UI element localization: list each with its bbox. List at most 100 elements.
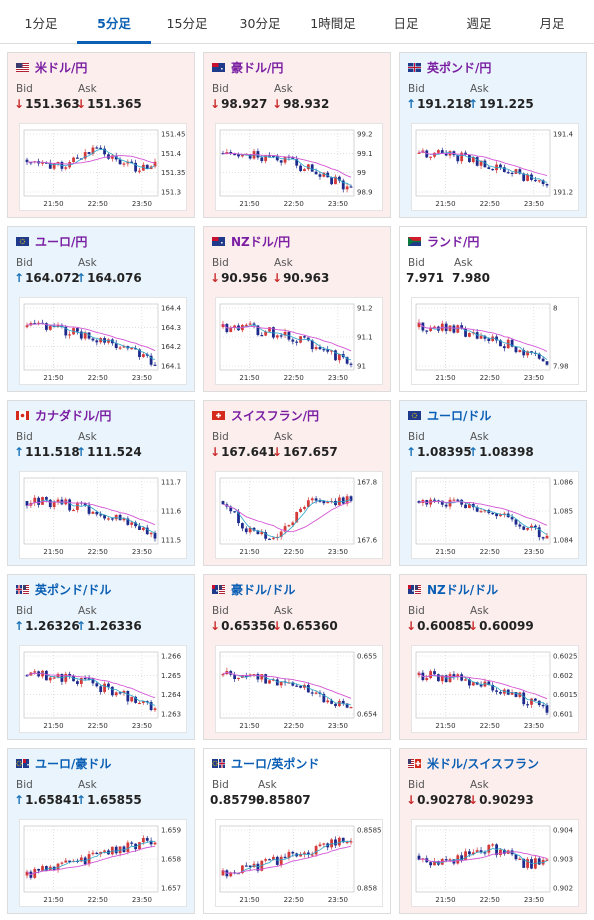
pair-name[interactable]: ランド/円 [427,234,480,249]
candle [130,161,134,163]
pair-header: ユーロ/円 [16,234,88,249]
pair-name[interactable]: 米ドル/スイスフラン [427,756,540,771]
tab-5[interactable]: 日足 [393,16,419,31]
candle [138,702,141,705]
pair-name[interactable]: 英ポンド/ドル [35,582,112,597]
x-tick-label: 22:50 [88,722,108,730]
pair-name[interactable]: 英ポンド/円 [427,60,492,75]
mini-candle-chart[interactable]: 1.086 1.085 1.084 21:50 22:50 23:50 [411,471,579,559]
tab-0[interactable]: 1分足 [24,16,58,31]
rate-card[interactable]: スイスフラン/円 Bid Ask ↓167.641 ↓167.657 167.8… [203,400,391,566]
candle [64,673,68,682]
candle [248,323,252,325]
rate-card[interactable]: 英ポンド/円 Bid Ask ↑191.218 ↑191.225 191.4 19… [399,52,587,218]
pair-name[interactable]: カナダドル/円 [35,408,112,423]
pair-name[interactable]: ユーロ/円 [35,234,88,249]
mini-candle-chart[interactable]: 1.659 1.658 1.657 21:50 22:50 23:50 [19,819,187,907]
rate-card[interactable]: ランド/円 Bid Ask 7.971 7.980 8 7.98 21:50 22:5… [399,226,587,392]
bid-label: Bid [408,431,425,443]
rate-card[interactable]: ユーロ/英ポンド Bid Ask 0.85799 0.85807 0.8585 0… [203,748,391,914]
y-tick-label: 151.4 [161,150,182,158]
y-tick-label: 111.5 [161,537,181,545]
candle [52,677,56,679]
candle [68,673,72,676]
candle [495,513,498,517]
candle [479,335,483,339]
mini-candle-chart[interactable]: 191.4 191.2 21:50 22:50 23:50 [411,123,579,211]
mini-candle-chart[interactable]: 91.2 91.1 91 21:50 22:50 23:50 [215,297,383,385]
mini-candle-chart[interactable]: 99.2 99.1 99 98.9 21:50 22:50 23:50 [215,123,383,211]
candle [83,332,87,339]
candle [279,335,283,337]
candle [349,841,353,843]
pair-name[interactable]: ユーロ/英ポンド [231,756,320,771]
candle [495,690,498,692]
candle [475,507,479,512]
rate-card[interactable]: ユーロ/ドル Bid Ask ↑1.08395 ↑1.08398 1.086 1.… [399,400,587,566]
rate-card[interactable]: 米ドル/円 Bid Ask ↓151.363 ↓151.365 151.45 15… [7,52,195,218]
pair-name[interactable]: ユーロ/ドル [427,408,492,423]
rate-card[interactable]: NZドル/円 Bid Ask ↓90.956 ↓90.963 91.2 91.1 9… [203,226,391,392]
pair-name[interactable]: 米ドル/円 [35,60,88,75]
rate-card[interactable]: 英ポンド/ドル Bid Ask ↑1.26326 ↑1.26336 1.266 1… [7,574,195,740]
candle [91,852,95,855]
candle [118,159,122,165]
x-tick-label: 22:50 [284,374,304,382]
long-ma-line [418,851,548,863]
rate-card[interactable]: 豪ドル/円 Bid Ask ↓98.927 ↓98.932 99.2 99.1 99… [203,52,391,218]
candle [514,169,518,174]
candle [291,157,295,160]
x-tick-label: 22:50 [88,200,108,208]
tab-7[interactable]: 月足 [539,16,565,31]
tab-2[interactable]: 15分足 [166,16,208,31]
candle [452,499,456,501]
candle [141,837,145,843]
candle [314,692,318,694]
mini-candle-chart[interactable]: 151.45 151.4 151.35 151.3 21:50 22:50 23:50 [19,123,187,211]
rate-card[interactable]: ユーロ/豪ドル Bid Ask ↑1.65841 ↑1.65855 1.659 1… [7,748,195,914]
candle [514,346,518,353]
candle [526,859,530,868]
tab-4[interactable]: 1時間足 [310,16,356,31]
ask-value: ↓167.657 [272,445,338,459]
bid-label: Bid [16,83,33,95]
pair-name[interactable]: NZドル/ドル [427,582,499,597]
candle [118,692,122,694]
chart-svg: 8 7.98 21:50 22:50 23:50 [415,303,569,382]
tab-6[interactable]: 週足 [466,16,492,31]
candle [322,172,326,177]
ask-label: Ask [454,257,473,269]
candle [530,525,533,529]
pair-name[interactable]: ユーロ/豪ドル [35,756,112,771]
mini-candle-chart[interactable]: 1.266 1.265 1.264 1.263 21:50 22:50 23:50 [19,645,187,733]
pair-name[interactable]: NZドル/円 [231,234,291,249]
pair-name[interactable]: 豪ドル/円 [231,60,284,75]
pair-name[interactable]: スイスフラン/円 [231,408,320,423]
tab-3[interactable]: 30分足 [239,16,281,31]
pair-name[interactable]: 豪ドル/ドル [231,582,296,597]
rate-card[interactable]: 米ドル/スイスフラン Bid Ask ↓0.90278 ↓0.90293 0.9… [399,748,587,914]
mini-candle-chart[interactable]: 0.904 0.903 0.902 21:50 22:50 23:50 [411,819,579,907]
x-tick-label: 23:50 [524,548,544,556]
mini-candle-chart[interactable]: 8 7.98 21:50 22:50 23:50 [411,297,579,385]
mini-candle-chart[interactable]: 111.7 111.6 111.5 21:50 22:50 23:50 [19,471,187,559]
rate-card[interactable]: ユーロ/円 Bid Ask ↑164.072 ↑164.076 164.4 164… [7,226,195,392]
candle [452,674,456,678]
y-tick-label: 167.6 [357,537,378,545]
candle [264,331,268,336]
tab-1[interactable]: 5分足 [77,0,151,44]
rate-card[interactable]: 豪ドル/ドル Bid Ask ↓0.65356 ↓0.65360 0.655 0.… [203,574,391,740]
mini-candle-chart[interactable]: 167.8 167.6 21:50 22:50 23:50 [215,471,383,559]
mini-candle-chart[interactable]: 0.8585 0.858 21:50 22:50 23:50 [215,819,383,907]
candle [499,164,502,168]
candle [526,704,530,706]
y-tick-label: 8 [553,305,557,313]
rate-card[interactable]: カナダドル/円 Bid Ask ↑111.518 ↑111.524 111.7 1… [7,400,195,566]
rate-card[interactable]: NZドル/ドル Bid Ask ↓0.60085 ↓0.60099 0.6025… [399,574,587,740]
candle [526,528,530,530]
mini-candle-chart[interactable]: 164.4 164.3 164.2 164.1 21:50 22:50 23:50 [19,297,187,385]
mini-candle-chart[interactable]: 0.6025 0.602 0.6015 0.601 21:50 22:50 23:50 [411,645,579,733]
candle [310,340,314,350]
mini-candle-chart[interactable]: 0.655 0.654 21:50 22:50 23:50 [215,645,383,733]
y-tick-label: 164.4 [161,305,182,313]
